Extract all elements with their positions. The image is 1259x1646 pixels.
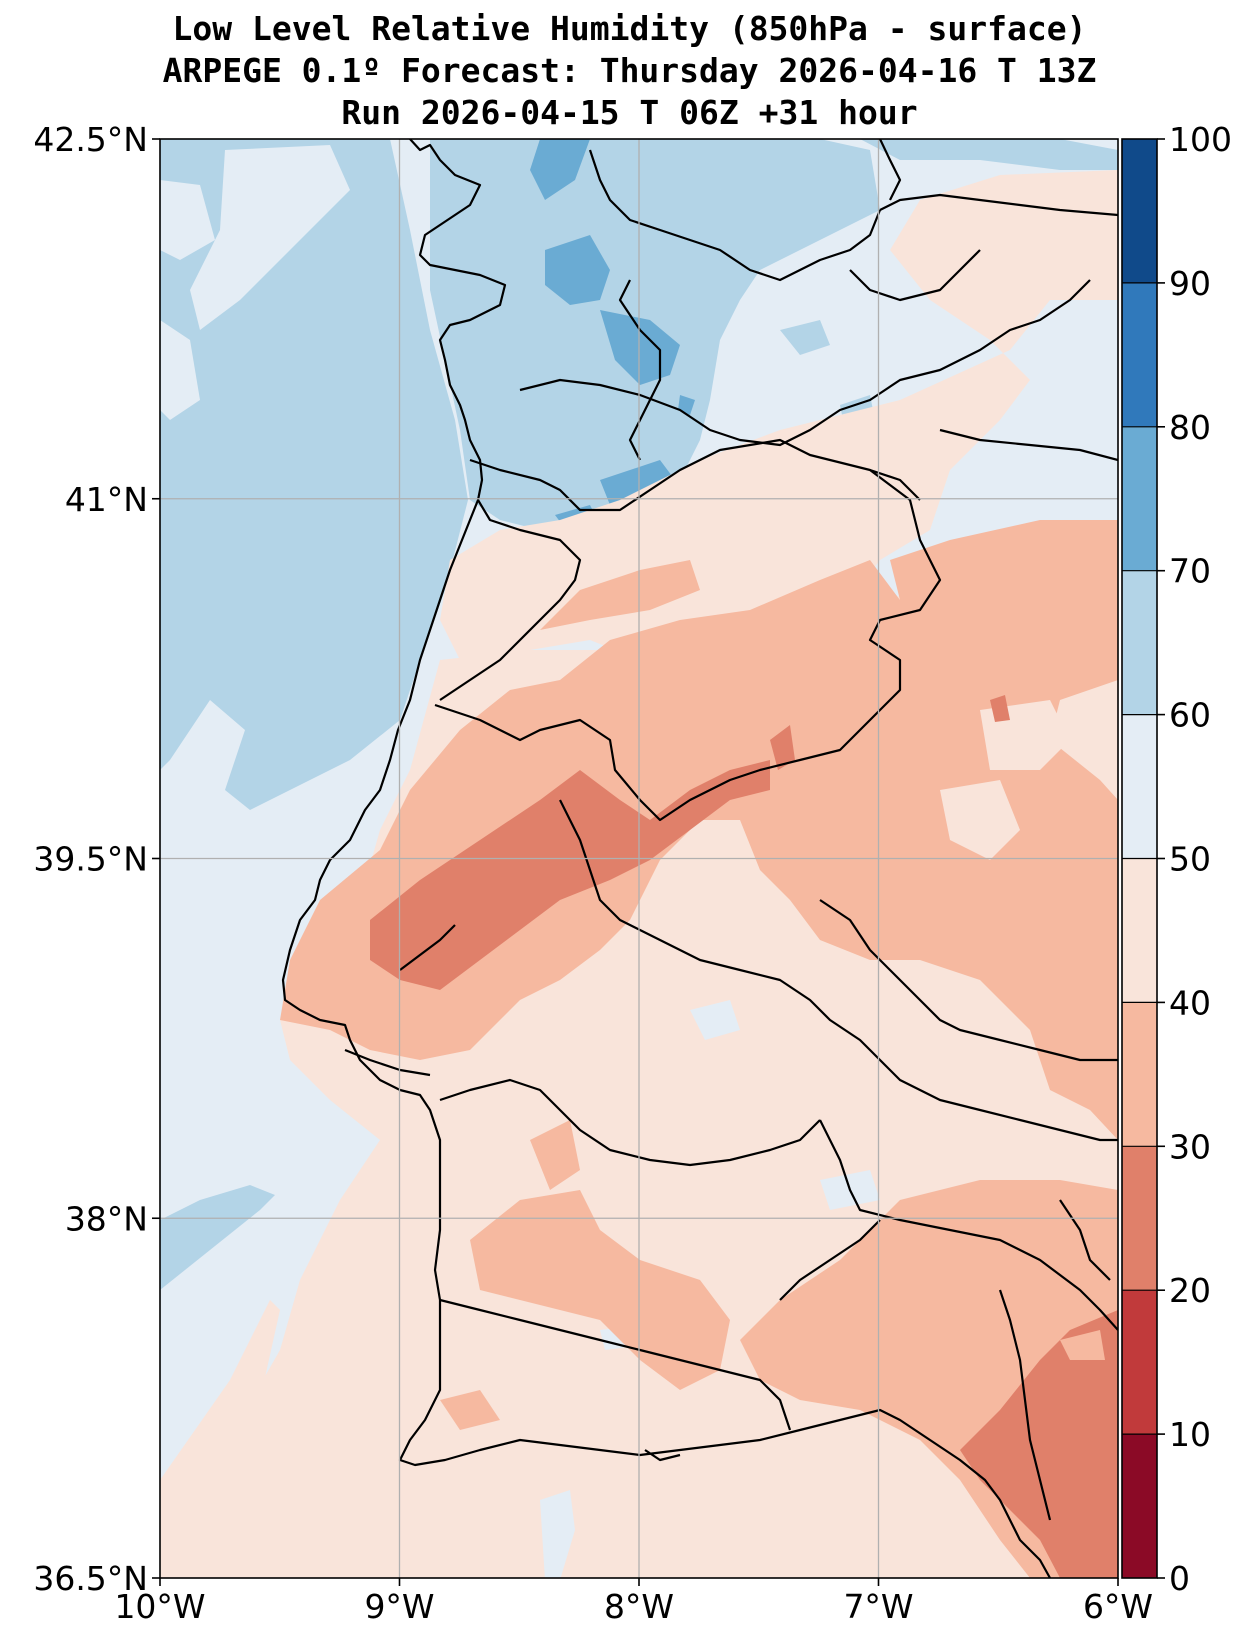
colorbar-tick-label-2: 20: [1169, 1271, 1211, 1310]
field-south-patch-50-60: [540, 1490, 575, 1578]
region-border-r: [1059, 1199, 1111, 1281]
colorbar-tick-label-9: 90: [1169, 264, 1211, 303]
colorbar-tick-label-10: 100: [1169, 120, 1232, 159]
tagus-estuary: [399, 924, 456, 971]
colorbar-segment-5: [1122, 714, 1157, 859]
colorbar-tick-label-1: 10: [1169, 1415, 1211, 1454]
region-border-f: [879, 139, 902, 201]
field-east-patch-40-50-b: [940, 780, 1020, 860]
x-axis-ticks: 10°W 9°W 8°W 7°W 6°W: [114, 1578, 1153, 1626]
region-border-h: [849, 249, 981, 302]
colorbar-tick-label-4: 40: [1169, 983, 1211, 1022]
field-diagonal-20-30: [370, 760, 770, 990]
region-border-e: [879, 193, 1118, 217]
field-north-30-40: [540, 560, 700, 630]
chart-title-line-2: ARPEGE 0.1º Forecast: Thursday 2026-04-1…: [162, 51, 1097, 90]
x-tick-label-2: 8°W: [604, 1587, 674, 1626]
region-border-i: [939, 428, 1118, 462]
field-east-40-50: [440, 170, 1118, 680]
field-se-patch-30-40: [1060, 1330, 1105, 1360]
colorbar-segment-0: [1122, 1434, 1157, 1578]
field-patch-60-70-a: [780, 320, 830, 355]
field-ne-30-40: [890, 520, 1118, 600]
field-patch-20-30-b: [990, 695, 1010, 722]
field-se-20-30: [960, 1310, 1118, 1578]
colorbar-tick-label-7: 70: [1169, 552, 1211, 591]
field-south-30-40-c: [440, 1390, 500, 1430]
colorbar-segment-1: [1122, 1290, 1157, 1435]
region-border-g: [618, 279, 662, 461]
region-border-a: [439, 499, 582, 701]
y-tick-label-4: 36.5°N: [33, 1559, 148, 1598]
x-tick-label-1: 9°W: [364, 1587, 434, 1626]
field-patch-20-30-a: [770, 725, 795, 770]
y-tick-label-2: 39.5°N: [33, 840, 148, 879]
colorbar-tick-label-3: 30: [1169, 1127, 1211, 1166]
colorbar-segment-7: [1122, 426, 1157, 571]
field-sw-40-50: [160, 1300, 280, 1578]
field-south-patch-c: [690, 1000, 740, 1040]
map-gridlines: [160, 139, 1118, 1578]
coastline-borders: [281, 139, 1118, 1578]
x-tick-label-3: 7°W: [843, 1587, 913, 1626]
y-axis-ticks: 42.5°N 41°N 39.5°N 38°N 36.5°N: [33, 120, 160, 1598]
region-border-o: [439, 1298, 792, 1431]
colorbar-segment-6: [1122, 570, 1157, 715]
colorbar-segment-4: [1122, 858, 1157, 1003]
field-offshore-60-70: [160, 139, 468, 810]
field-north-70-80-d: [678, 395, 695, 415]
region-border-d: [588, 149, 882, 282]
region-border-q: [998, 1289, 1052, 1521]
region-border-n: [819, 1119, 1118, 1331]
atlantic-coastline: [281, 139, 1051, 1578]
x-tick-label-4: 6°W: [1083, 1587, 1153, 1626]
field-sea-patch-2: [160, 320, 200, 420]
y-tick-label-3: 38°N: [65, 1199, 148, 1238]
colorbar-tick-label-0: 0: [1169, 1559, 1190, 1598]
field-sw-60-70: [160, 1185, 275, 1290]
field-sea-patch-1: [160, 180, 215, 260]
field-south-30-40: [470, 1190, 730, 1390]
colorbar-tick-label-5: 50: [1169, 840, 1211, 879]
colorbar-ticks: 0 10 20 30 40 50 60 70 80 90 100: [1122, 120, 1232, 1598]
chart-title-line-3: Run 2026-04-15 T 06Z +31 hour: [341, 93, 918, 132]
colorbar: [1121, 138, 1158, 1579]
field-ne-60-70: [860, 139, 1118, 170]
region-border-j: [869, 468, 921, 501]
region-border-l: [819, 899, 1118, 1062]
field-north-70-80-e: [600, 460, 675, 505]
y-tick-label-1: 41°N: [65, 480, 148, 519]
sado-estuary: [344, 1048, 431, 1077]
colorbar-tick-label-6: 60: [1169, 696, 1211, 735]
chart-title-line-1: Low Level Relative Humidity (850hPa - su…: [172, 9, 1087, 48]
region-border-m: [439, 1078, 821, 1167]
colorbar-segment-2: [1122, 1146, 1157, 1291]
field-sea-patch-3: [190, 145, 350, 330]
region-border-k: [559, 799, 1118, 1142]
colorbar-tick-label-8: 80: [1169, 408, 1211, 447]
region-border-b: [434, 438, 942, 822]
field-central-30-40: [280, 540, 1118, 1140]
field-north-70-80-b: [545, 235, 610, 305]
colorbar-segment-3: [1122, 1002, 1157, 1147]
colorbar-segment-9: [1122, 139, 1157, 283]
field-south-30-40-b: [530, 1120, 580, 1190]
x-tick-label-0: 10°W: [114, 1587, 205, 1626]
region-border-c: [519, 279, 1091, 447]
coast-detail-a: [644, 1449, 681, 1462]
region-border-p: [779, 1219, 881, 1301]
field-north-70-80-a: [530, 139, 590, 200]
y-tick-label-0: 42.5°N: [33, 120, 148, 159]
colorbar-segment-8: [1122, 282, 1157, 427]
